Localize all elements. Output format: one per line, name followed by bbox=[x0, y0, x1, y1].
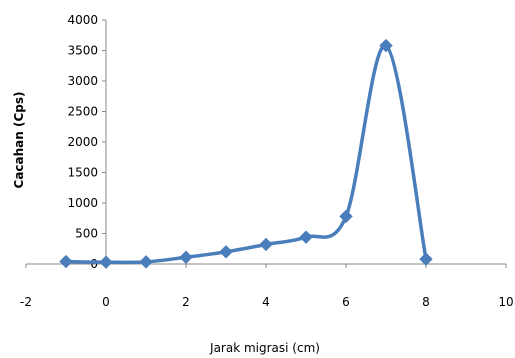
x-tick-label: 10 bbox=[498, 295, 513, 309]
data-point bbox=[339, 209, 353, 224]
data-point bbox=[379, 38, 393, 53]
data-point bbox=[299, 230, 313, 244]
data-point bbox=[59, 254, 73, 269]
data-point bbox=[139, 255, 153, 269]
data-point bbox=[179, 250, 193, 264]
y-tick-label: 2000 bbox=[67, 135, 98, 149]
x-tick-label: -2 bbox=[20, 295, 32, 309]
data-point bbox=[259, 237, 273, 252]
y-tick-label: 1000 bbox=[67, 196, 98, 210]
y-axis-label: Cacahan (Cps) bbox=[12, 92, 26, 189]
y-tick-label: 1500 bbox=[67, 166, 98, 180]
y-tick-label: 4000 bbox=[67, 13, 98, 27]
axes bbox=[25, 19, 507, 268]
y-tick-label: 0 bbox=[90, 257, 98, 271]
y-tick-label: 2500 bbox=[67, 105, 98, 119]
x-tick-label: 6 bbox=[342, 295, 350, 309]
tick-labels: 0 500 1000 1500 2000 2500 3000 3500 4000 -2 0 2 4 6 8 1… bbox=[20, 13, 514, 309]
x-tick-label: 2 bbox=[182, 295, 190, 309]
series-layer bbox=[59, 38, 433, 269]
y-tick-label: 500 bbox=[75, 227, 98, 241]
x-tick-label: 4 bbox=[262, 295, 270, 309]
series-line bbox=[65, 43, 428, 265]
y-tick-label: 3500 bbox=[67, 44, 98, 58]
x-tick-label: 0 bbox=[102, 295, 110, 309]
data-point bbox=[419, 252, 433, 266]
y-tick-label: 3000 bbox=[67, 74, 98, 88]
x-axis-label: Jarak migrasi (cm) bbox=[209, 341, 320, 355]
data-point bbox=[219, 245, 233, 259]
data-point bbox=[99, 255, 113, 269]
x-tick-label: 8 bbox=[422, 295, 430, 309]
